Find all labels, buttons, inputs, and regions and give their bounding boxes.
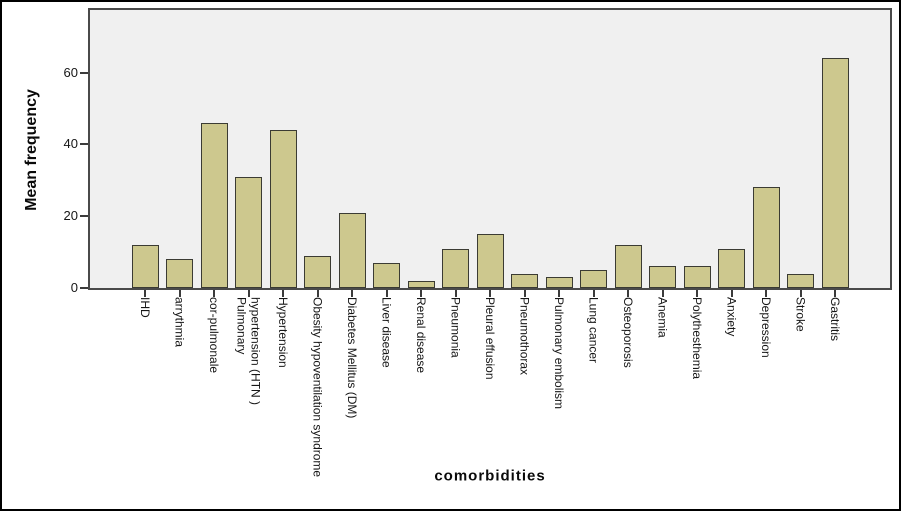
x-tick-mark	[282, 290, 284, 297]
x-category-label: Gastritis	[828, 297, 842, 342]
bar	[545, 277, 573, 288]
bar	[166, 259, 193, 288]
x-tick-mark	[316, 290, 319, 297]
bar	[718, 249, 745, 288]
x-category-label: Renal disease	[414, 297, 428, 374]
bar	[235, 177, 262, 288]
y-tick-label: 40	[63, 136, 78, 152]
bar	[442, 249, 469, 288]
bar	[614, 245, 642, 288]
x-category-label: Osteoporosis	[621, 297, 635, 368]
x-tick-mark	[351, 290, 353, 297]
x-tick-mark	[213, 290, 215, 297]
x-tick-mark	[558, 290, 560, 297]
x-axis-title: comorbidities	[434, 467, 546, 485]
y-tick-mark	[80, 215, 88, 218]
bar	[407, 281, 435, 288]
x-tick-mark	[523, 290, 526, 297]
bar	[752, 187, 780, 288]
x-tick-mark	[799, 290, 802, 297]
x-category-label: Obesity hypoventilation syndrome	[310, 297, 325, 478]
x-tick-mark	[385, 290, 388, 297]
x-tick-mark	[489, 290, 491, 297]
x-category-label: Hypertension	[276, 297, 290, 368]
x-tick-mark	[178, 290, 181, 297]
x-tick-mark	[144, 290, 146, 297]
x-category-label: Depression	[759, 297, 773, 358]
y-tick-mark	[80, 71, 88, 74]
bar	[338, 213, 366, 288]
x-category-label: Anxiety	[724, 297, 739, 337]
y-tick-label: 60	[63, 64, 78, 80]
x-category-label: Pneumothorax	[517, 297, 532, 376]
x-tick-mark	[247, 290, 250, 297]
x-tick-mark	[420, 290, 422, 297]
x-tick-mark	[454, 290, 457, 297]
y-tick-mark	[80, 143, 88, 146]
bar	[373, 263, 400, 288]
bar	[683, 266, 711, 288]
y-tick-label: 0	[70, 280, 78, 295]
x-category-label: cor-pulmonale	[207, 297, 221, 374]
bar	[304, 256, 331, 288]
x-tick-mark	[661, 290, 664, 297]
x-category-label: Pleural effusion	[483, 297, 497, 380]
bar	[511, 274, 538, 288]
x-category-label: Pulmonary hypertension (HTN )	[234, 297, 263, 406]
y-tick-mark	[80, 287, 88, 289]
bar	[269, 130, 297, 288]
y-axis-title: Mean frequency	[23, 89, 40, 211]
x-category-label: Liver disease	[379, 297, 394, 368]
bar	[200, 123, 228, 288]
x-tick-mark	[696, 290, 698, 297]
x-tick-mark	[592, 290, 595, 297]
x-category-label: IHD	[138, 297, 152, 318]
bar	[821, 58, 849, 288]
x-category-label: Anemia	[655, 297, 670, 338]
bar	[649, 266, 676, 288]
bar	[787, 274, 814, 288]
bar	[476, 234, 504, 288]
bar	[131, 245, 159, 288]
x-tick-mark	[765, 290, 767, 297]
x-category-label: Diabetes Mellitus (DM)	[345, 297, 359, 419]
x-category-label: Pneumonia	[448, 297, 463, 358]
x-tick-mark	[730, 290, 733, 297]
x-tick-mark	[834, 290, 836, 297]
x-category-label: arrythmia	[172, 297, 187, 348]
x-tick-mark	[627, 290, 629, 297]
x-category-label: Stroke	[793, 297, 808, 332]
x-category-label: Polythesthemia	[690, 297, 704, 380]
x-category-label: Lung cancer	[586, 297, 601, 364]
y-tick-label: 20	[63, 208, 78, 224]
bar	[580, 270, 607, 288]
x-category-label: Pulmonary embolism	[552, 297, 566, 410]
